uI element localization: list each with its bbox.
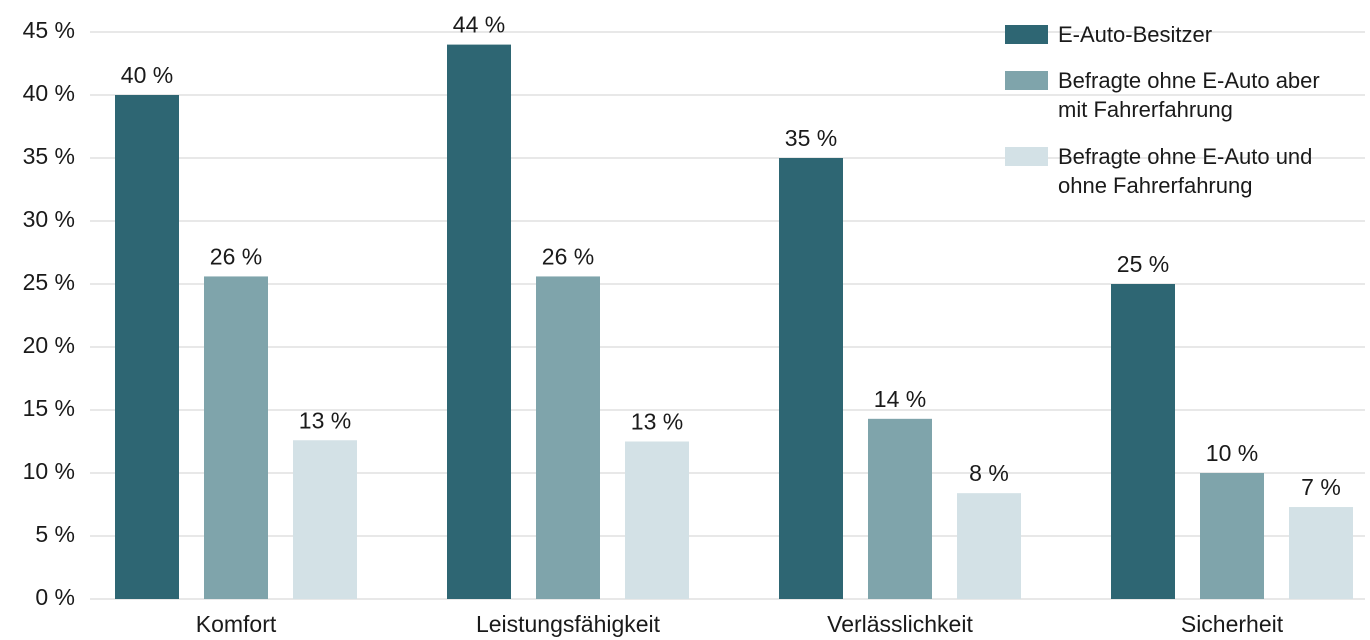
bar [1289, 507, 1353, 599]
x-tick-label: Verlässlichkeit [827, 611, 973, 637]
y-tick-label: 45 % [23, 17, 75, 43]
legend-swatch [1005, 25, 1048, 44]
legend-swatch [1005, 147, 1048, 166]
x-tick-label: Sicherheit [1181, 611, 1284, 637]
y-tick-label: 30 % [23, 206, 75, 232]
bar [625, 441, 689, 599]
y-tick-label: 20 % [23, 332, 75, 358]
bar [957, 493, 1021, 599]
data-label: 25 % [1117, 251, 1169, 277]
legend-label: Befragte ohne E-Auto und ohne Fahrerfahr… [1058, 144, 1313, 198]
y-tick-label: 15 % [23, 395, 75, 421]
y-tick-label: 10 % [23, 458, 75, 484]
bar [1200, 473, 1264, 599]
data-label: 7 % [1301, 474, 1341, 500]
data-label: 35 % [785, 125, 837, 151]
legend-swatch [1005, 71, 1048, 90]
data-label: 26 % [210, 244, 262, 270]
data-label: 8 % [969, 460, 1009, 486]
y-tick-label: 35 % [23, 143, 75, 169]
data-label: 14 % [874, 386, 926, 412]
bar [115, 95, 179, 599]
x-tick-label: Leistungsfähigkeit [476, 611, 661, 637]
x-tick-label: Komfort [196, 611, 277, 637]
data-label: 44 % [453, 12, 505, 38]
bar [204, 276, 268, 599]
legend-label: E-Auto-Besitzer [1058, 22, 1213, 47]
data-label: 26 % [542, 244, 594, 270]
data-label: 13 % [299, 407, 351, 433]
bar [536, 276, 600, 599]
bar [779, 158, 843, 599]
bar [293, 440, 357, 599]
y-tick-label: 5 % [35, 521, 75, 547]
data-label: 13 % [631, 409, 683, 435]
data-label: 10 % [1206, 440, 1258, 466]
bar [1111, 284, 1175, 599]
data-label: 40 % [121, 62, 173, 88]
legend-label: Befragte ohne E-Auto aber mit Fahrerfahr… [1058, 68, 1320, 122]
bar [868, 418, 932, 599]
y-tick-label: 25 % [23, 269, 75, 295]
y-tick-label: 40 % [23, 80, 75, 106]
bar [447, 44, 511, 600]
y-tick-label: 0 % [35, 584, 75, 610]
